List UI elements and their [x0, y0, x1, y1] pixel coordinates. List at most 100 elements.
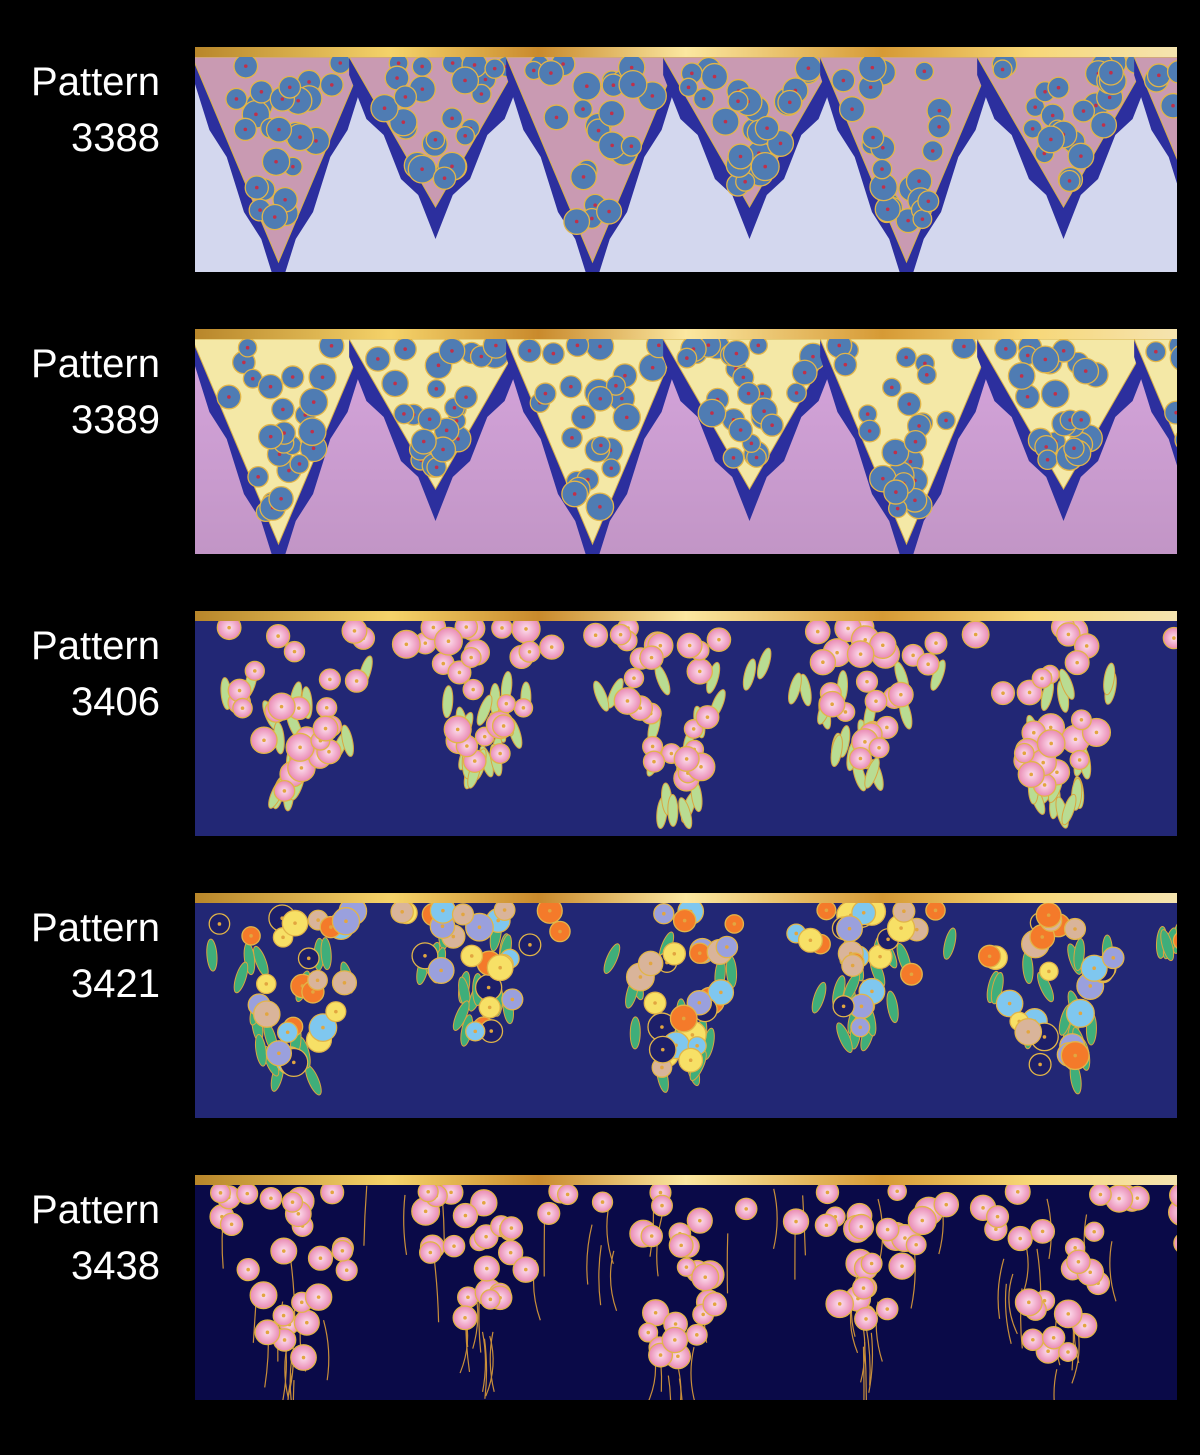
flower-center: [874, 699, 878, 703]
flower-center: [435, 465, 439, 469]
flower-center: [938, 109, 942, 113]
flower-center: [441, 448, 445, 452]
flower-center: [473, 63, 477, 67]
flower-center: [244, 64, 248, 68]
flower-center: [762, 409, 766, 413]
flower-center: [697, 1001, 701, 1005]
flower-center: [469, 656, 473, 660]
flower-center: [355, 679, 359, 683]
flower-center: [750, 442, 754, 446]
flower-center: [1088, 1270, 1092, 1274]
flower-center: [685, 1265, 689, 1269]
flower-center: [437, 364, 441, 368]
flower-center: [254, 113, 258, 117]
flower-center: [620, 397, 624, 401]
flower-center: [886, 1228, 890, 1232]
flower-center: [1080, 718, 1084, 722]
flower-center: [511, 998, 515, 1002]
flower-center: [899, 693, 903, 697]
flower-center: [811, 355, 815, 359]
flower-center: [569, 385, 573, 389]
flower-center: [695, 1333, 699, 1337]
flower-center: [625, 416, 629, 420]
flower-center: [227, 395, 231, 399]
flower-center: [1073, 1054, 1077, 1058]
flower-center: [334, 1010, 338, 1014]
flower-center: [763, 165, 767, 169]
flower-center: [435, 387, 439, 391]
flower-center: [691, 1033, 695, 1037]
flower-center: [673, 1338, 677, 1342]
flower-center: [230, 1223, 234, 1227]
pattern-label: Pattern: [31, 624, 160, 668]
flower-center: [1092, 1230, 1096, 1234]
flower-center: [281, 408, 285, 412]
flower-center: [1078, 758, 1082, 762]
flower-center: [1044, 445, 1048, 449]
flower-center: [1136, 1196, 1140, 1200]
pattern-number: 3421: [71, 962, 160, 1006]
flower-center: [909, 460, 913, 464]
flower-center: [733, 922, 737, 926]
flower-center: [343, 981, 347, 985]
flower-center: [846, 627, 850, 631]
flower-center: [649, 962, 653, 966]
flower-center: [917, 424, 921, 428]
flower-center: [1109, 71, 1113, 75]
flower-center: [288, 85, 292, 89]
flower-center: [654, 1311, 658, 1315]
flower-center: [576, 344, 580, 348]
flower-center: [293, 650, 297, 654]
flower-center: [794, 1220, 798, 1224]
flower-center: [910, 972, 914, 976]
flower-center: [925, 373, 929, 377]
flower-center: [1066, 1350, 1070, 1354]
flower-center: [921, 217, 925, 221]
flower-center: [913, 498, 917, 502]
flower-center: [739, 428, 743, 432]
flower-center: [795, 391, 799, 395]
flower-center: [896, 507, 900, 511]
flower-center: [1016, 1190, 1020, 1194]
flower-center: [653, 1001, 657, 1005]
flower-center: [265, 1012, 269, 1016]
flower-center: [1092, 966, 1096, 970]
flower-center: [1072, 446, 1076, 450]
flower-center: [661, 1048, 665, 1052]
flower-center: [1154, 350, 1158, 354]
flower-center: [885, 1307, 889, 1311]
flower-center: [241, 706, 245, 710]
flower-center: [713, 1302, 717, 1306]
gold-border: [195, 893, 1177, 903]
flower-center: [1077, 1260, 1081, 1264]
flower-center: [298, 135, 302, 139]
flower-center: [260, 90, 264, 94]
flower-center: [1074, 737, 1078, 741]
flower-center: [281, 936, 285, 940]
flower-center: [450, 117, 454, 121]
flower-center: [1053, 392, 1057, 396]
flower-center: [657, 344, 661, 348]
flower-center: [756, 344, 760, 348]
flower-center: [803, 371, 807, 375]
flower-center: [573, 492, 577, 496]
flower-center: [934, 641, 938, 645]
flower-center: [482, 1201, 486, 1205]
flower-center: [619, 633, 623, 637]
flower-center: [660, 1025, 664, 1029]
flower-center: [242, 361, 246, 365]
flower-center: [755, 456, 759, 460]
flower-center: [1040, 935, 1044, 939]
flower-center: [770, 423, 774, 427]
flower-center: [1026, 395, 1030, 399]
flower-center: [859, 652, 863, 656]
flower-center: [310, 430, 314, 434]
flower-center: [632, 676, 636, 680]
flower-center: [744, 1207, 748, 1211]
flower-center: [825, 909, 829, 913]
flower-center: [885, 726, 889, 730]
flower-center: [835, 651, 839, 655]
flower-center: [277, 128, 281, 132]
flower-center: [1022, 751, 1026, 755]
